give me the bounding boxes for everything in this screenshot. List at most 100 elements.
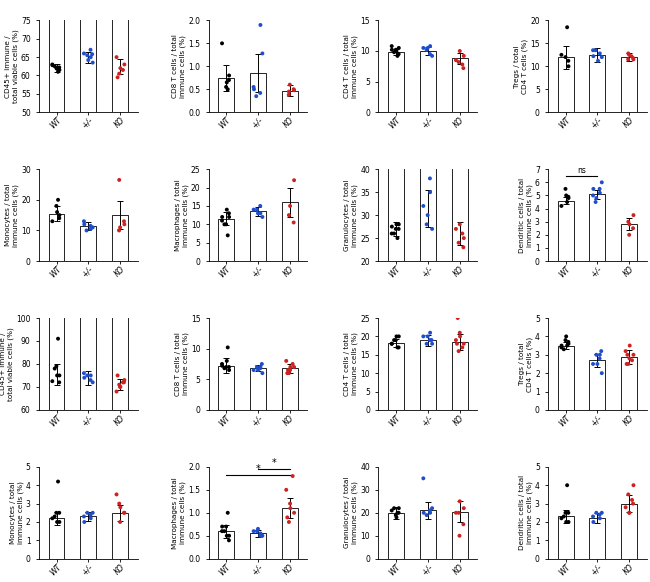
Point	[114, 69, 124, 79]
Point	[562, 23, 573, 32]
Y-axis label: Granulocytes / total
immune cells (%): Granulocytes / total immune cells (%)	[344, 477, 358, 548]
Point	[422, 332, 433, 341]
Point	[561, 191, 571, 200]
Point	[387, 506, 397, 515]
Point	[282, 513, 293, 522]
Point	[595, 350, 605, 360]
Point	[287, 359, 298, 368]
Bar	[621, 503, 637, 559]
Point	[47, 377, 58, 386]
Point	[594, 184, 604, 194]
Point	[588, 359, 598, 368]
Point	[79, 512, 89, 521]
Point	[391, 510, 401, 520]
Point	[289, 176, 299, 185]
Point	[594, 354, 604, 363]
Point	[424, 174, 435, 183]
Point	[118, 65, 128, 74]
Bar	[49, 0, 64, 112]
Bar	[49, 236, 64, 410]
Bar	[112, 0, 128, 112]
Point	[591, 508, 601, 517]
Point	[422, 43, 433, 52]
Point	[595, 514, 605, 523]
Point	[421, 339, 432, 349]
Point	[219, 364, 229, 373]
Point	[283, 90, 294, 100]
Point	[457, 229, 467, 238]
Point	[255, 363, 266, 372]
Point	[49, 62, 60, 71]
Point	[389, 503, 399, 513]
Point	[118, 378, 128, 387]
Point	[560, 184, 571, 194]
Point	[593, 56, 603, 65]
Point	[248, 205, 259, 214]
Point	[51, 201, 62, 211]
Point	[224, 71, 234, 80]
Point	[458, 503, 469, 513]
Point	[558, 512, 569, 521]
Point	[283, 368, 294, 378]
Point	[629, 481, 639, 490]
Bar	[218, 78, 234, 112]
Point	[394, 43, 404, 52]
Point	[389, 48, 399, 57]
Point	[217, 361, 228, 371]
Y-axis label: Granulocytes / total
immune cells (%): Granulocytes / total immune cells (%)	[344, 179, 358, 251]
Point	[53, 195, 63, 204]
Y-axis label: CD4 T cells / total
immune cells (%): CD4 T cells / total immune cells (%)	[344, 34, 358, 98]
Point	[222, 531, 232, 541]
Point	[54, 371, 64, 380]
Point	[54, 214, 64, 223]
Point	[392, 508, 402, 517]
Point	[222, 78, 232, 87]
Point	[424, 49, 435, 59]
Point	[255, 364, 265, 373]
Point	[53, 477, 63, 486]
Bar	[420, 51, 436, 112]
Point	[289, 218, 299, 227]
Point	[563, 192, 573, 201]
Bar	[590, 55, 605, 112]
Point	[588, 184, 599, 194]
Bar	[81, 0, 96, 112]
Point	[255, 201, 265, 211]
Point	[391, 45, 401, 55]
Bar	[218, 531, 234, 559]
Point	[562, 197, 573, 207]
Point	[85, 510, 96, 519]
Point	[624, 508, 634, 517]
Point	[624, 230, 634, 239]
Point	[282, 368, 293, 378]
Point	[561, 517, 571, 527]
Point	[224, 531, 234, 541]
Point	[283, 517, 294, 527]
Point	[620, 346, 630, 356]
Point	[82, 51, 92, 60]
Bar	[250, 73, 266, 112]
Point	[591, 193, 601, 203]
Bar	[218, 219, 234, 261]
Bar	[112, 247, 128, 410]
Point	[79, 373, 90, 382]
Point	[255, 88, 265, 98]
Bar	[452, 342, 467, 410]
Point	[454, 346, 464, 356]
Point	[79, 49, 89, 58]
Point	[629, 350, 639, 360]
Point	[79, 517, 90, 527]
Point	[217, 38, 228, 48]
Point	[424, 506, 435, 515]
Point	[563, 337, 573, 346]
Point	[287, 471, 298, 481]
Point	[51, 63, 62, 73]
Point	[455, 332, 465, 341]
Point	[625, 341, 635, 350]
Point	[556, 343, 567, 352]
Bar	[558, 201, 573, 261]
Point	[289, 84, 299, 94]
Point	[221, 82, 231, 91]
Bar	[81, 516, 96, 559]
Point	[222, 84, 233, 94]
